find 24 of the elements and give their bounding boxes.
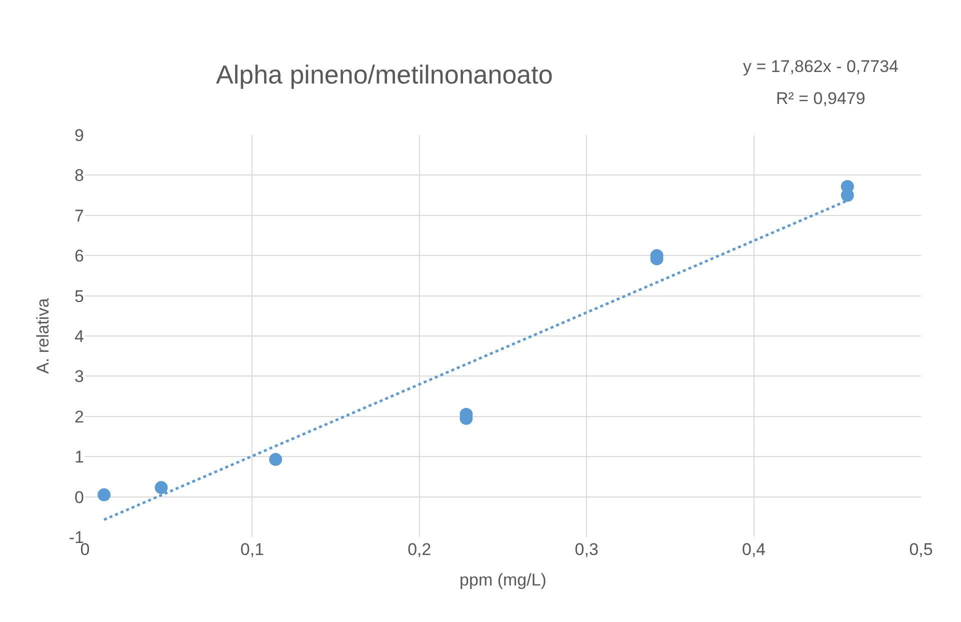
text: y = 17,862x - 0,7734 [743, 57, 898, 76]
x-tick-label: 0,5 [909, 540, 933, 559]
x-tick-label: 0,2 [408, 540, 432, 559]
y-tick-label: 3 [74, 367, 84, 386]
y-tick-label: 8 [74, 166, 84, 186]
y-tick-label: 2 [74, 407, 84, 426]
y-tick-label: 5 [74, 286, 84, 306]
x-axis-title: ppm (mg/L) [460, 570, 546, 590]
y-tick-label: 1 [74, 448, 84, 467]
y-tick-label: 7 [74, 206, 84, 226]
point [98, 488, 111, 502]
x-tick-label: 0,3 [574, 540, 598, 559]
point [154, 481, 168, 494]
point [840, 188, 854, 202]
y-tick-label: 0 [74, 488, 84, 507]
text: R² = 0,9479 [776, 89, 866, 108]
x-tick-label: 0,1 [240, 540, 264, 559]
point [269, 452, 282, 466]
x-tick-label: 0,4 [742, 540, 766, 559]
y-tick-label: 9 [74, 126, 84, 145]
y-axis-title: A. relativa [33, 298, 52, 374]
y-tick-label: 4 [74, 326, 84, 346]
chart-title: Alpha pineno/metilnonanoato [216, 60, 553, 90]
y-tick-label: 6 [74, 246, 84, 266]
